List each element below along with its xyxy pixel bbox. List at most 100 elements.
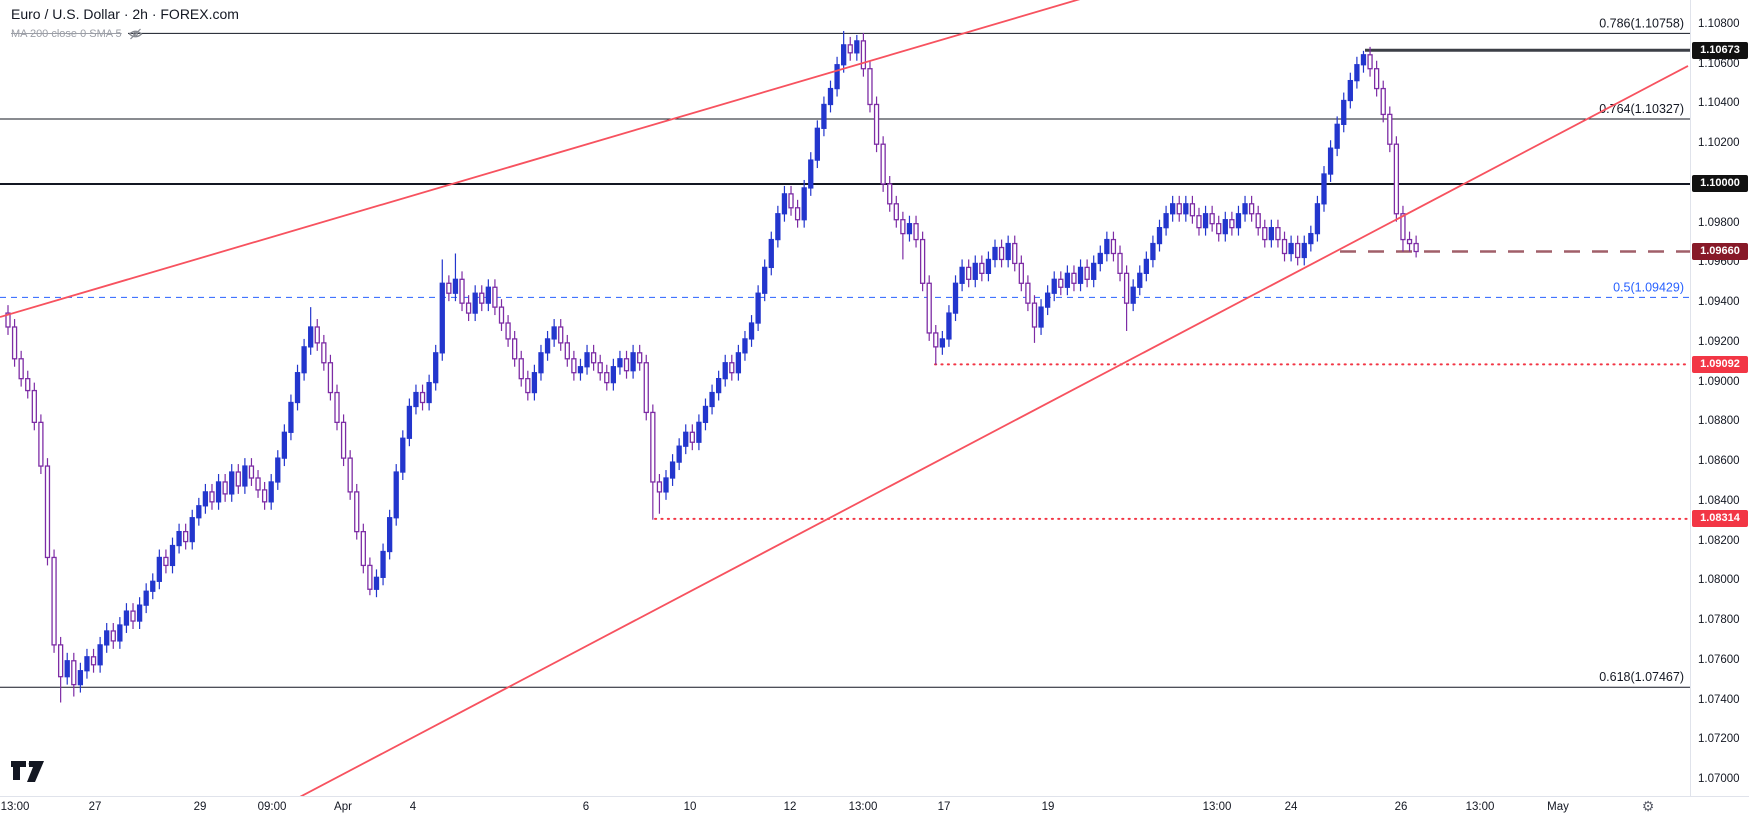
price-tick: 1.09800 [1698, 216, 1740, 229]
candle [340, 414, 347, 467]
price-scale-settings-button[interactable]: ⚙ [1634, 797, 1662, 817]
candle [1005, 235, 1011, 268]
candle [38, 414, 44, 475]
candle [1104, 231, 1110, 262]
candle [696, 414, 702, 451]
candle [775, 205, 781, 248]
candle [972, 255, 978, 288]
candle [268, 474, 274, 510]
price-tag-swing-high: 1.10673 [1692, 41, 1748, 59]
candle [327, 354, 334, 401]
price-tick: 1.07800 [1698, 614, 1740, 627]
candle [308, 307, 314, 355]
candle [57, 636, 64, 703]
candle [597, 354, 603, 381]
plot-area[interactable]: 0.786(1.10758) 0.764(1.10327) 0.5(1.09429)… [0, 0, 1690, 796]
candle [196, 497, 202, 526]
candle [1110, 231, 1117, 262]
candle [459, 271, 465, 312]
candle [275, 450, 281, 490]
candle [183, 523, 189, 550]
candle [1143, 251, 1149, 282]
chart-canvas[interactable]: 0.786(1.10758) 0.764(1.10327) 0.5(1.09429)… [0, 0, 1690, 796]
candle [558, 319, 564, 351]
candle [426, 374, 432, 411]
candle [604, 364, 610, 391]
candle [926, 275, 932, 341]
candle [1163, 205, 1169, 236]
candle [860, 32, 867, 77]
candle [18, 350, 24, 387]
time-axis[interactable]: 13:00 27 29 09:00 Apr 4 6 10 12 13:00 17 19 13:00 24 2… [0, 796, 1749, 817]
candle [781, 185, 788, 222]
candle [577, 358, 584, 381]
price-tick: 1.08000 [1698, 574, 1740, 587]
candle [1156, 219, 1163, 252]
candle [788, 185, 794, 216]
candle [768, 231, 774, 276]
candle [1202, 205, 1209, 236]
candle [1031, 295, 1038, 343]
candle [564, 334, 570, 367]
candle [1281, 231, 1288, 262]
candle [847, 36, 853, 61]
candle [314, 319, 320, 351]
symbol-title: Euro / U.S. Dollar · 2h · FOREX.com [11, 6, 239, 22]
candle [755, 285, 761, 331]
candle [1038, 299, 1044, 335]
candle [827, 80, 834, 113]
candle [281, 424, 288, 467]
eye-off-icon[interactable] [128, 27, 143, 41]
candle [1097, 245, 1103, 272]
candle [130, 603, 136, 629]
candle [729, 354, 735, 381]
candle [538, 344, 544, 381]
candle [669, 454, 676, 486]
trendline-channel-upper[interactable] [0, 0, 1100, 318]
candle [1301, 235, 1307, 266]
candle [808, 152, 814, 196]
price-axis[interactable]: 1.10800 1.10600 1.10400 1.10200 1.09800 1.096… [1690, 0, 1749, 796]
candle [321, 334, 327, 371]
candle [386, 509, 393, 560]
candle [1130, 279, 1136, 312]
candle [1308, 225, 1314, 252]
candle [104, 623, 110, 653]
candle [630, 344, 636, 379]
candle [933, 325, 939, 365]
candle [71, 652, 77, 697]
time-tick: 6 [582, 801, 590, 813]
candle [11, 319, 18, 367]
candle [1373, 60, 1380, 97]
time-tick: 27 [88, 801, 102, 813]
candle [1012, 235, 1018, 272]
candle [834, 56, 840, 97]
candle [176, 523, 182, 554]
candle [794, 199, 801, 228]
price-tick: 1.08800 [1698, 415, 1740, 428]
time-tick: May [1547, 801, 1569, 813]
candle [584, 344, 590, 375]
price-tick: 1.08600 [1698, 455, 1740, 468]
candle [1123, 265, 1130, 331]
candle [1189, 195, 1196, 224]
candle [229, 464, 235, 502]
tradingview-logo[interactable] [10, 760, 52, 786]
trendline-channel-lower[interactable] [299, 65, 1689, 796]
candle [5, 305, 11, 335]
candle [709, 384, 715, 415]
candle [979, 255, 985, 282]
candle [301, 338, 307, 381]
candle [715, 370, 722, 401]
candle [998, 239, 1005, 268]
time-tick: 24 [1284, 801, 1298, 813]
time-tick: 09:00 [257, 801, 287, 813]
candle [209, 483, 215, 510]
candle [1347, 72, 1353, 109]
candle [117, 617, 123, 649]
candle [189, 509, 195, 550]
candle [735, 344, 742, 381]
price-tick: 1.07200 [1698, 733, 1740, 746]
candle [867, 60, 873, 113]
